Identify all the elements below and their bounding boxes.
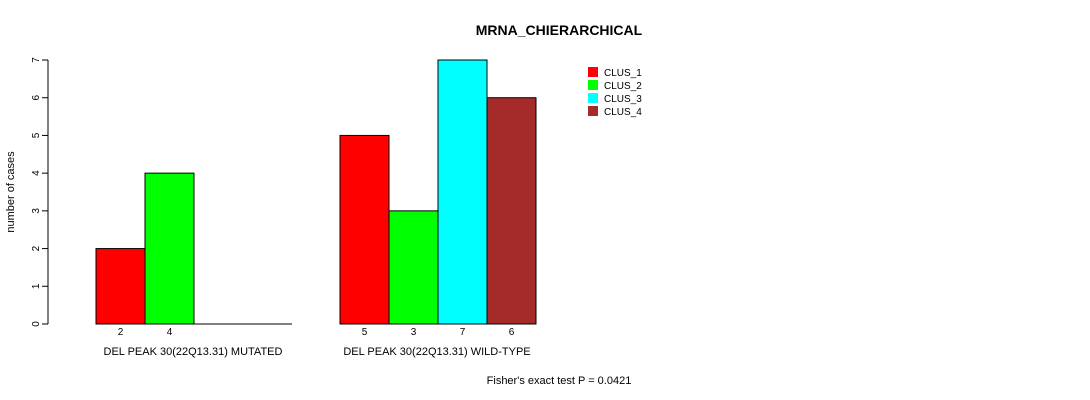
bar xyxy=(95,248,146,325)
chart-title: MRNA_CHIERARCHICAL xyxy=(476,22,643,38)
bar xyxy=(339,134,390,325)
bar xyxy=(486,97,537,325)
y-tick-label: 0 xyxy=(31,321,42,327)
legend-swatch xyxy=(588,106,598,116)
count-label: 3 xyxy=(411,327,417,338)
bar xyxy=(388,210,439,325)
count-labels: 2 4 5 3 7 6 xyxy=(118,327,515,338)
count-label: 5 xyxy=(362,327,368,338)
y-axis-label: number of cases xyxy=(5,151,17,233)
group-labels: DEL PEAK 30(22Q13.31) MUTATED DEL PEAK 30… xyxy=(104,346,531,358)
y-tick-label: 3 xyxy=(31,208,42,214)
group-label: DEL PEAK 30(22Q13.31) MUTATED xyxy=(104,346,283,358)
count-label: 6 xyxy=(509,327,515,338)
legend-swatch xyxy=(588,67,598,77)
group-label: DEL PEAK 30(22Q13.31) WILD-TYPE xyxy=(343,346,530,358)
y-tick-label: 2 xyxy=(31,245,42,251)
legend-swatch xyxy=(588,80,598,90)
y-axis: 0 1 2 3 4 5 6 7 xyxy=(31,57,49,327)
y-tick-label: 5 xyxy=(31,132,42,138)
legend-label: CLUS_1 xyxy=(604,68,642,79)
legend-swatch xyxy=(588,93,598,103)
count-label: 4 xyxy=(167,327,173,338)
count-label: 7 xyxy=(460,327,466,338)
legend: CLUS_1 CLUS_2 CLUS_3 CLUS_4 xyxy=(588,67,642,118)
legend-label: CLUS_4 xyxy=(604,107,642,118)
y-tick-label: 6 xyxy=(31,94,42,100)
bar xyxy=(144,172,195,325)
legend-label: CLUS_3 xyxy=(604,94,642,105)
count-label: 2 xyxy=(118,327,124,338)
bars xyxy=(95,59,537,325)
fisher-test-footnote: Fisher's exact test P = 0.0421 xyxy=(487,375,632,387)
bar xyxy=(437,59,488,325)
y-tick-label: 1 xyxy=(31,283,42,289)
y-tick-label: 4 xyxy=(31,170,42,176)
legend-label: CLUS_2 xyxy=(604,81,642,92)
y-tick-label: 7 xyxy=(31,57,42,63)
